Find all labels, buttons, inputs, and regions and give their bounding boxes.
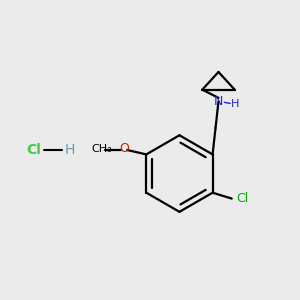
Text: O: O [119,142,129,155]
Text: N: N [214,95,223,108]
Text: CH₃: CH₃ [92,144,112,154]
Text: Cl: Cl [26,143,41,157]
Text: H: H [230,99,239,110]
Text: Cl: Cl [236,192,248,205]
Text: H: H [64,143,75,157]
